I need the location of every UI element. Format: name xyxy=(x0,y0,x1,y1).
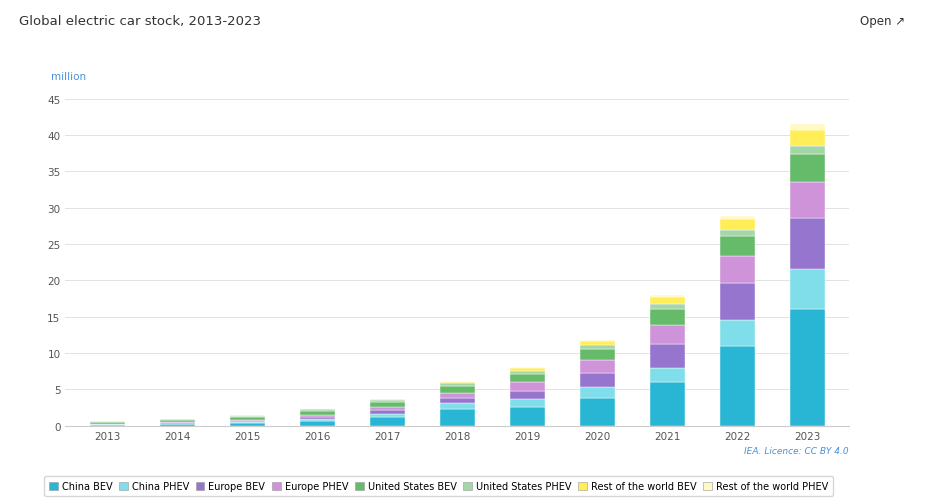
Bar xyxy=(299,411,335,415)
Bar xyxy=(509,407,545,426)
Bar xyxy=(90,422,125,424)
Bar xyxy=(579,388,615,398)
Bar xyxy=(439,386,475,393)
Bar xyxy=(579,340,615,342)
Bar xyxy=(789,131,825,147)
Bar xyxy=(90,425,125,426)
Bar xyxy=(369,410,405,414)
Bar xyxy=(579,398,615,426)
Bar xyxy=(789,155,825,182)
Bar xyxy=(719,236,755,257)
Bar xyxy=(369,417,405,426)
Bar xyxy=(369,414,405,417)
Bar xyxy=(369,399,405,400)
Bar xyxy=(789,147,825,155)
Bar xyxy=(160,423,195,424)
Bar xyxy=(579,360,615,373)
Bar xyxy=(439,409,475,426)
Bar xyxy=(509,391,545,399)
Bar xyxy=(439,404,475,409)
Bar xyxy=(439,382,475,384)
Bar xyxy=(649,309,685,325)
Bar xyxy=(369,407,405,410)
Bar xyxy=(509,367,545,368)
Bar xyxy=(789,182,825,218)
Bar xyxy=(509,374,545,382)
Bar xyxy=(230,420,265,421)
Bar xyxy=(230,417,265,420)
Text: Global electric car stock, 2013-2023: Global electric car stock, 2013-2023 xyxy=(19,15,260,28)
Bar xyxy=(579,350,615,360)
Bar xyxy=(369,402,405,407)
Bar xyxy=(789,310,825,426)
Bar xyxy=(160,424,195,426)
Bar xyxy=(719,284,755,320)
Bar xyxy=(299,409,335,410)
Legend: China BEV, China PHEV, Europe BEV, Europe PHEV, United States BEV, United States: China BEV, China PHEV, Europe BEV, Europ… xyxy=(44,476,833,496)
Bar xyxy=(649,298,685,304)
Bar xyxy=(369,400,405,402)
Bar xyxy=(789,269,825,310)
Bar xyxy=(299,419,335,421)
Bar xyxy=(579,373,615,388)
Bar xyxy=(509,368,545,371)
Bar xyxy=(789,125,825,131)
Bar xyxy=(160,422,195,423)
Bar xyxy=(649,325,685,345)
Bar xyxy=(160,420,195,422)
Bar xyxy=(649,369,685,382)
Bar xyxy=(719,257,755,284)
Text: million: million xyxy=(51,72,87,82)
Text: IEA. Licence: CC BY 4.0: IEA. Licence: CC BY 4.0 xyxy=(745,446,849,455)
Bar xyxy=(230,422,265,424)
Bar xyxy=(439,398,475,404)
Bar xyxy=(719,220,755,230)
Bar xyxy=(579,346,615,350)
Bar xyxy=(160,419,195,420)
Bar xyxy=(439,393,475,398)
Bar xyxy=(649,382,685,426)
Bar xyxy=(509,382,545,391)
Bar xyxy=(439,384,475,386)
Bar xyxy=(649,304,685,309)
Bar xyxy=(509,399,545,407)
Bar xyxy=(649,345,685,369)
Bar xyxy=(719,346,755,426)
Text: Open ↗: Open ↗ xyxy=(860,15,905,28)
Bar xyxy=(579,342,615,346)
Bar xyxy=(230,424,265,426)
Bar xyxy=(299,410,335,411)
Bar xyxy=(719,320,755,346)
Bar xyxy=(299,417,335,419)
Bar xyxy=(230,416,265,417)
Bar xyxy=(509,371,545,374)
Bar xyxy=(299,415,335,417)
Bar xyxy=(299,421,335,426)
Bar xyxy=(719,216,755,220)
Bar xyxy=(649,296,685,298)
Bar xyxy=(789,218,825,269)
Bar xyxy=(719,230,755,236)
Bar xyxy=(230,421,265,422)
